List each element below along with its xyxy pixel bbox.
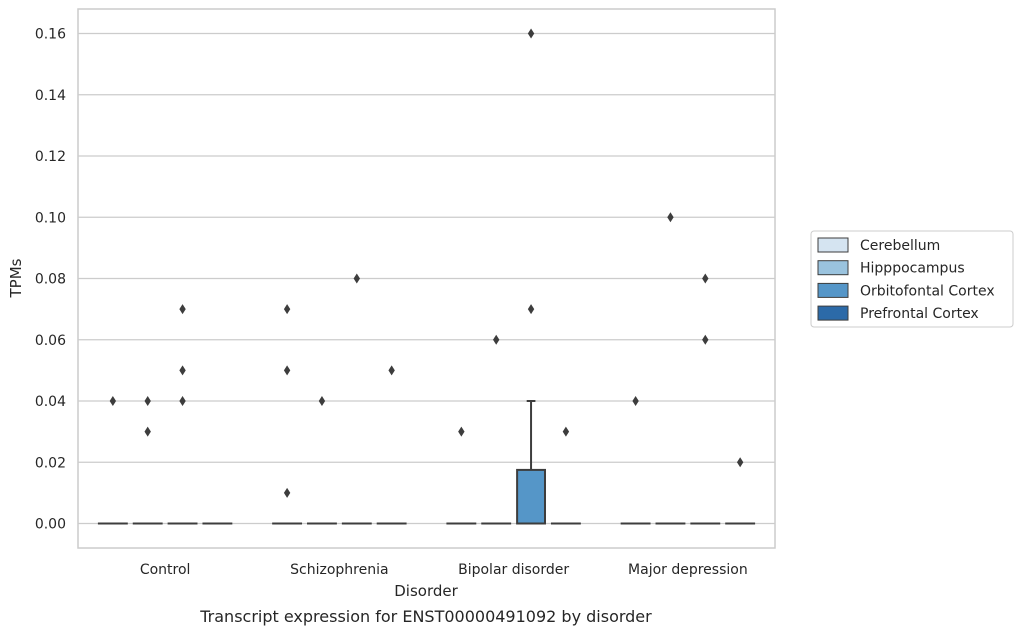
outlier-point: [283, 304, 291, 315]
outlier-point: [318, 396, 326, 406]
box-group: [376, 365, 407, 525]
outlier-point: [702, 334, 709, 345]
y-tick-label: 0.04: [35, 394, 66, 410]
legend-frame: [810, 230, 1014, 328]
outlier-point: [527, 28, 535, 39]
box-group: [550, 426, 581, 525]
x-tick-label: Schizophrenia: [290, 562, 388, 578]
legend-swatch: [817, 237, 849, 253]
box-group: [620, 396, 651, 525]
x-tick-label: Major depression: [628, 562, 748, 578]
box-group: [167, 304, 198, 525]
outlier-point: [353, 273, 360, 284]
y-axis-ticks: 0.00 0.02 0.04 0.06 0.08 0.10 0.12 0.14 0.16: [35, 27, 66, 533]
outlier-point: [736, 457, 744, 468]
box-group: [307, 396, 337, 525]
outlier-point: [283, 365, 291, 376]
legend-label: Hipppocampus: [860, 261, 965, 277]
y-tick-label: 0.08: [35, 272, 66, 288]
legend-label: Prefrontal Cortex: [860, 306, 979, 322]
x-tick-label: Bipolar disorder: [458, 562, 569, 578]
outlier-point: [179, 396, 186, 406]
legend: Cerebellum Hipppocampus Orbitofontal Corte…: [810, 230, 1014, 328]
y-tick-label: 0.02: [35, 455, 66, 471]
x-axis-ticks: Control Schizophrenia Bipolar disorder Majo…: [140, 562, 748, 578]
outlier-point: [179, 304, 186, 315]
y-tick-label: 0.12: [35, 149, 66, 165]
y-tick-label: 0.14: [35, 88, 66, 104]
outlier-point: [632, 396, 639, 406]
outlier-point: [562, 426, 570, 437]
box-group: [481, 334, 512, 525]
y-tick-label: 0.06: [35, 333, 66, 349]
legend-label: Cerebellum: [860, 238, 940, 254]
outlier-point: [458, 426, 465, 437]
legend-label: Orbitofontal Cortex: [860, 283, 995, 299]
plot-frame: [77, 8, 776, 549]
x-axis-label: Disorder: [394, 582, 458, 600]
outlier-point: [667, 212, 674, 223]
y-tick-label: 0.16: [35, 27, 66, 43]
outlier-point: [702, 273, 709, 284]
outlier-point: [179, 365, 186, 376]
legend-swatch: [817, 282, 849, 298]
box-group: [132, 396, 163, 525]
box-group: [446, 426, 477, 525]
box-group: [516, 28, 546, 525]
x-tick-label: Control: [140, 562, 191, 578]
box-group: [690, 273, 721, 525]
box-group: [341, 273, 372, 525]
gridlines: [78, 32, 775, 525]
box-group: [272, 304, 303, 525]
outlier-point: [388, 365, 395, 376]
outlier-point: [109, 396, 117, 406]
y-tick-label: 0.10: [35, 210, 66, 226]
legend-swatch: [817, 260, 849, 276]
y-tick-label: 0.00: [35, 517, 66, 533]
outlier-point: [283, 487, 291, 498]
chart-caption: Transcript expression for ENST0000049109…: [199, 607, 652, 626]
outlier-point: [493, 334, 500, 345]
box-group: [725, 457, 756, 525]
boxes: [97, 28, 756, 525]
outlier-point: [144, 396, 151, 406]
box-group: [97, 396, 128, 525]
y-axis-label: TPMs: [7, 258, 25, 298]
box: [516, 468, 546, 525]
outlier-point: [144, 426, 151, 437]
outlier-point: [527, 304, 535, 315]
box-group: [655, 212, 686, 525]
legend-swatch: [817, 305, 849, 321]
